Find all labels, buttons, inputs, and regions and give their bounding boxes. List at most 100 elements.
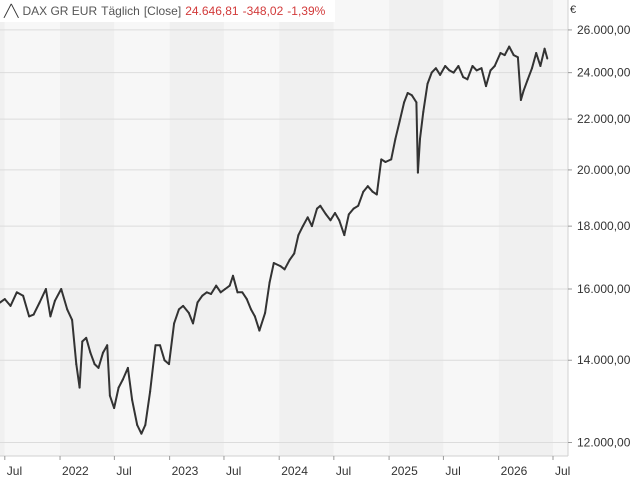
price-point: [508, 45, 511, 48]
price-point: [457, 65, 460, 68]
price-point: [316, 207, 319, 210]
price-point: [306, 216, 309, 219]
x-tick-label: 2025: [391, 464, 418, 478]
background-band: [60, 0, 115, 456]
price-point: [418, 137, 421, 140]
price-point: [78, 386, 81, 389]
background-bands: [0, 0, 568, 456]
background-band: [223, 0, 280, 456]
price-point: [108, 394, 111, 397]
price-point: [416, 171, 419, 174]
price-point: [403, 101, 406, 104]
price-point: [301, 225, 304, 228]
price-point: [462, 76, 465, 79]
y-tick-label: 20.000,00: [577, 163, 631, 177]
background-band: [552, 0, 568, 456]
background-band: [114, 0, 170, 456]
price-point: [493, 65, 496, 68]
price-point: [293, 252, 296, 255]
price-point: [422, 110, 425, 113]
price-point: [215, 284, 218, 287]
x-tick-label: Jul: [116, 464, 131, 478]
x-tick-label: Jul: [7, 464, 22, 478]
price-point: [71, 318, 74, 321]
legend-change: -348,02: [242, 4, 284, 18]
price-point: [97, 366, 100, 369]
price-point: [384, 160, 387, 163]
chart-legend: ╱╲ DAX GR EUR Täglich [Close] 24.646,81 …: [0, 0, 336, 22]
price-point: [347, 213, 350, 216]
price-point: [3, 298, 6, 301]
price-point: [444, 65, 447, 68]
price-point: [279, 265, 282, 268]
price-point: [390, 158, 393, 161]
price-point: [415, 101, 418, 104]
legend-period: Täglich: [101, 4, 140, 18]
x-tick-label: 2022: [62, 464, 89, 478]
price-point: [126, 366, 129, 369]
price-point: [32, 313, 35, 316]
price-point: [117, 386, 120, 389]
price-point: [101, 351, 104, 354]
price-point: [236, 291, 239, 294]
price-point: [168, 363, 171, 366]
price-point: [357, 204, 360, 207]
price-point: [85, 336, 88, 339]
price-point: [485, 85, 488, 88]
y-tick-label: 26.000,00: [577, 23, 631, 37]
x-tick-label: Jul: [445, 464, 460, 478]
price-point: [219, 291, 222, 294]
price-point: [546, 57, 549, 60]
price-point: [22, 294, 25, 297]
price-point: [319, 204, 322, 207]
price-point: [466, 78, 469, 81]
price-point: [264, 311, 267, 314]
price-point: [187, 311, 190, 314]
price-point: [516, 56, 519, 59]
price-point: [325, 213, 328, 216]
y-tick-label: 14.000,00: [577, 353, 631, 367]
price-point: [201, 294, 204, 297]
x-tick-label: 2024: [281, 464, 308, 478]
price-point: [272, 261, 275, 264]
y-tick-label: 18.000,00: [577, 219, 631, 233]
y-tick-label: 24.000,00: [577, 66, 631, 80]
price-point: [283, 268, 286, 271]
x-tick-label: 2026: [501, 464, 528, 478]
price-point: [489, 69, 492, 72]
legend-change-pct: -1,39%: [287, 4, 326, 18]
price-point: [512, 54, 515, 57]
price-point: [338, 219, 341, 222]
price-line-group: [0, 45, 549, 435]
price-point: [362, 190, 365, 193]
price-point: [430, 71, 433, 74]
price-point: [543, 47, 546, 50]
price-point: [471, 65, 474, 68]
price-point: [245, 298, 248, 301]
x-axis-ticks: Jul 2022 Jul 2023 Jul 2024 Jul 2025 Jul 2026 Jul: [4, 456, 570, 478]
x-tick-label: 2023: [172, 464, 199, 478]
price-point: [503, 54, 506, 57]
price-point: [224, 287, 227, 290]
price-point: [297, 234, 300, 237]
price-point: [196, 301, 199, 304]
price-point: [480, 67, 483, 70]
x-tick-label: Jul: [555, 464, 570, 478]
price-point: [434, 67, 437, 70]
price-point: [231, 274, 234, 277]
price-point: [121, 378, 124, 381]
price-point: [539, 65, 542, 68]
price-point: [380, 158, 383, 161]
price-point: [526, 78, 529, 81]
price-point: [371, 190, 374, 193]
price-point: [241, 291, 244, 294]
line-chart-icon: ╱╲: [4, 4, 19, 18]
gridlines: [0, 29, 568, 443]
y-tick-label: 22.000,00: [577, 112, 631, 126]
price-point: [38, 301, 41, 304]
price-point: [329, 219, 332, 222]
y-axis-ticks: 12.000,00 14.000,00 16.000,00 18.000,00 20.0…: [568, 23, 631, 449]
price-point: [530, 67, 533, 70]
x-tick-label: Jul: [226, 464, 241, 478]
